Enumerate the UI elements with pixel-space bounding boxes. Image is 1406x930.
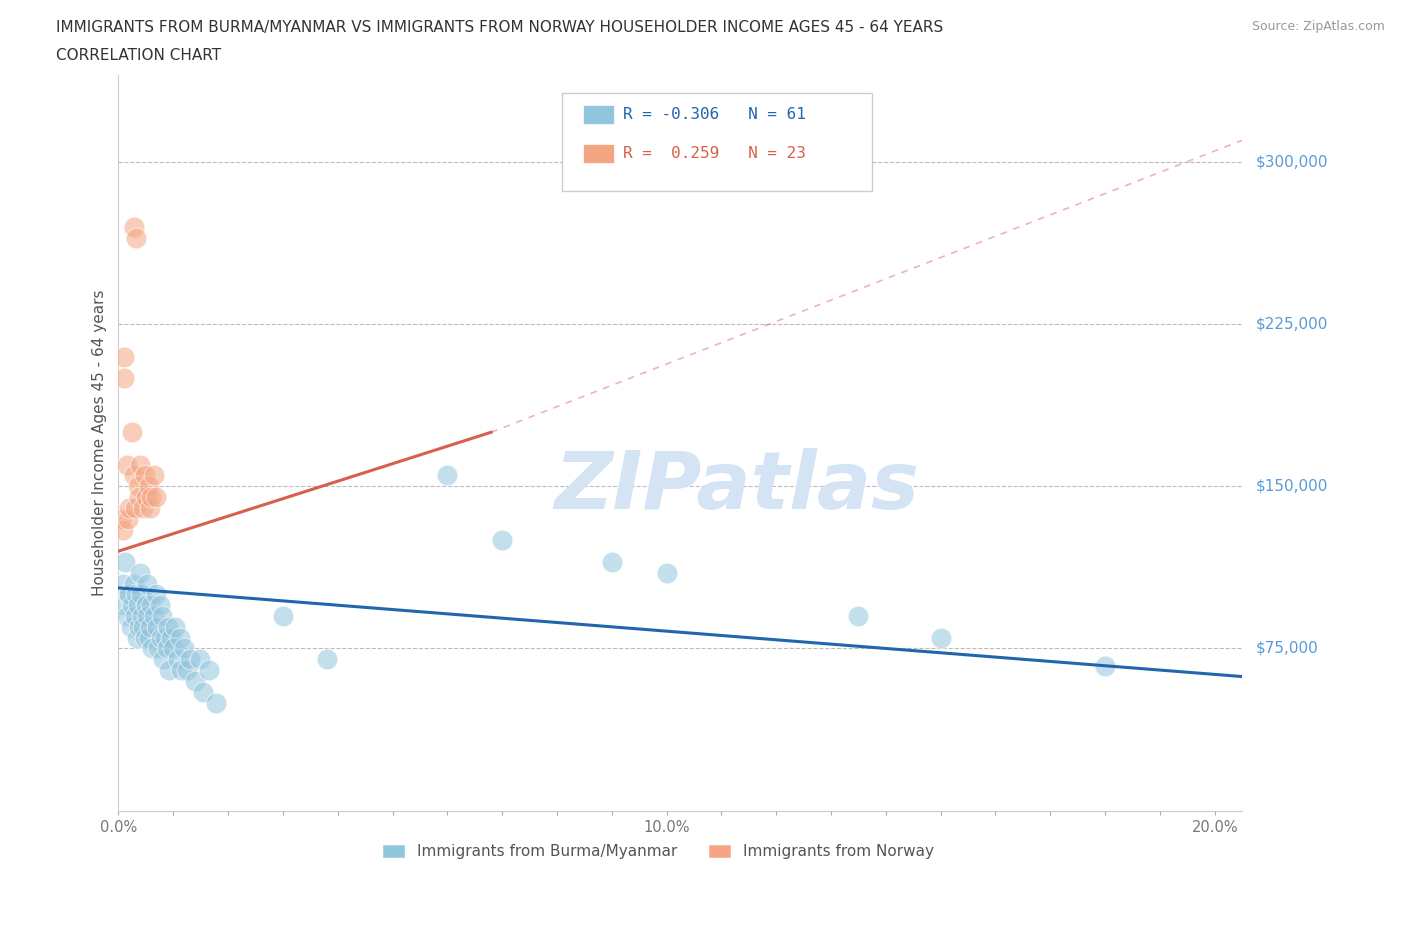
- Point: [124, 608, 146, 623]
- Point: [491, 533, 513, 548]
- Point: [179, 652, 201, 667]
- Legend: Immigrants from Burma/Myanmar, Immigrants from Norway: Immigrants from Burma/Myanmar, Immigrant…: [375, 838, 941, 866]
- Point: [198, 663, 221, 678]
- Point: [139, 500, 162, 515]
- Point: [136, 577, 159, 591]
- Text: $75,000: $75,000: [1256, 641, 1319, 656]
- Point: [141, 490, 163, 505]
- Point: [156, 641, 179, 656]
- Point: [118, 500, 141, 515]
- Point: [176, 663, 198, 678]
- Text: $225,000: $225,000: [1256, 316, 1329, 332]
- Point: [146, 619, 169, 634]
- Point: [111, 522, 134, 537]
- Point: [128, 490, 150, 505]
- Point: [120, 619, 142, 634]
- Point: [134, 631, 156, 645]
- Point: [162, 641, 184, 656]
- Point: [205, 695, 228, 710]
- Point: [117, 512, 139, 526]
- Point: [600, 554, 623, 569]
- Point: [131, 587, 153, 602]
- Point: [115, 458, 138, 472]
- Point: [315, 652, 337, 667]
- Point: [125, 231, 148, 246]
- Text: $150,000: $150,000: [1256, 479, 1329, 494]
- Point: [118, 587, 141, 602]
- Point: [121, 425, 143, 440]
- Y-axis label: Householder Income Ages 45 - 64 years: Householder Income Ages 45 - 64 years: [93, 290, 107, 596]
- Point: [138, 631, 160, 645]
- Text: IMMIGRANTS FROM BURMA/MYANMAR VS IMMIGRANTS FROM NORWAY HOUSEHOLDER INCOME AGES : IMMIGRANTS FROM BURMA/MYANMAR VS IMMIGRA…: [56, 20, 943, 35]
- Text: R = -0.306   N = 61: R = -0.306 N = 61: [623, 107, 806, 122]
- Point: [135, 490, 157, 505]
- Point: [134, 468, 156, 483]
- Point: [157, 663, 180, 678]
- Point: [271, 608, 294, 623]
- Point: [170, 663, 193, 678]
- Point: [127, 479, 149, 494]
- Point: [188, 652, 211, 667]
- Point: [143, 608, 166, 623]
- Point: [148, 598, 170, 613]
- Point: [122, 577, 145, 591]
- Point: [125, 631, 148, 645]
- Point: [146, 641, 169, 656]
- Point: [1094, 658, 1116, 673]
- Point: [127, 598, 149, 613]
- Point: [436, 468, 458, 483]
- Point: [141, 598, 163, 613]
- Point: [150, 631, 173, 645]
- Point: [112, 349, 135, 364]
- Point: [112, 371, 135, 386]
- Point: [110, 512, 132, 526]
- Point: [152, 652, 174, 667]
- Point: [114, 554, 136, 569]
- Point: [112, 598, 135, 613]
- Text: ZIPatlas: ZIPatlas: [554, 448, 920, 526]
- Point: [173, 641, 195, 656]
- Text: CORRELATION CHART: CORRELATION CHART: [56, 48, 221, 63]
- Point: [131, 608, 153, 623]
- Point: [150, 608, 173, 623]
- Point: [138, 479, 160, 494]
- Point: [166, 652, 188, 667]
- Point: [111, 577, 134, 591]
- Point: [169, 631, 191, 645]
- Text: R =  0.259   N = 23: R = 0.259 N = 23: [623, 146, 806, 161]
- Point: [655, 565, 678, 580]
- Point: [117, 587, 139, 602]
- Point: [163, 619, 186, 634]
- Point: [156, 619, 179, 634]
- Point: [132, 619, 155, 634]
- Point: [929, 631, 952, 645]
- Point: [122, 219, 145, 234]
- Point: [129, 458, 152, 472]
- Point: [139, 619, 162, 634]
- Point: [136, 608, 159, 623]
- Point: [153, 631, 176, 645]
- Point: [141, 641, 163, 656]
- Point: [128, 619, 150, 634]
- Point: [159, 631, 181, 645]
- Point: [129, 565, 152, 580]
- Point: [122, 468, 145, 483]
- Text: Source: ZipAtlas.com: Source: ZipAtlas.com: [1251, 20, 1385, 33]
- Point: [124, 500, 146, 515]
- Point: [848, 608, 870, 623]
- Point: [193, 684, 215, 699]
- Point: [143, 468, 166, 483]
- Point: [145, 587, 167, 602]
- Point: [132, 500, 155, 515]
- Point: [145, 490, 167, 505]
- Point: [135, 598, 157, 613]
- Text: $300,000: $300,000: [1256, 154, 1329, 169]
- Point: [115, 608, 138, 623]
- Point: [184, 673, 207, 688]
- Point: [121, 598, 143, 613]
- Point: [125, 587, 148, 602]
